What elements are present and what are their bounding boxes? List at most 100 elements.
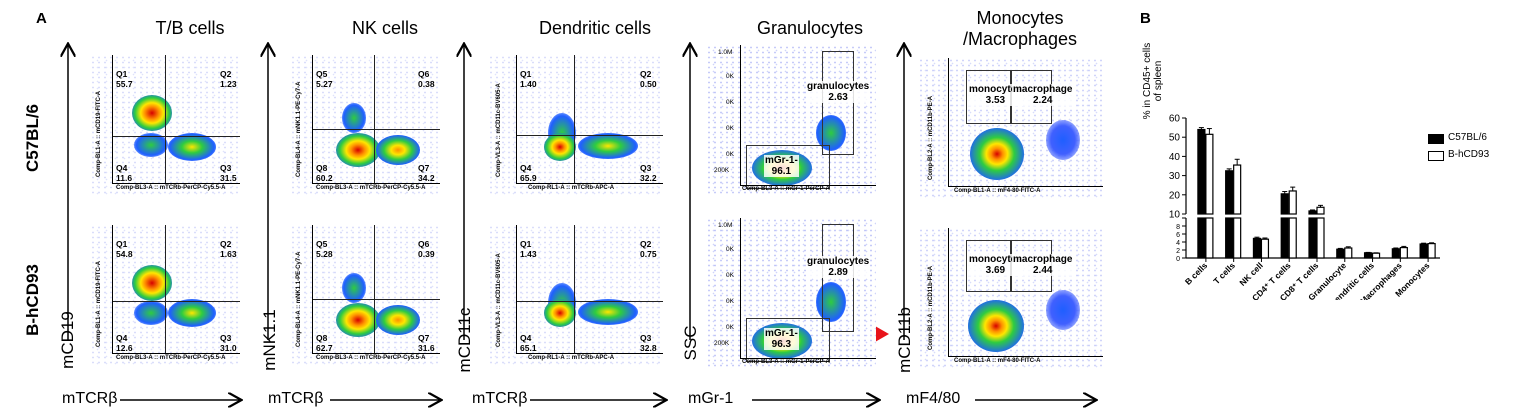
- flow-plot-nk-hcd93: Q5 5.28 Q6 0.39 Q8 62.7 Q7 31.6 Comp-BL3-A :…: [290, 225, 440, 365]
- gate-granulocytes: [822, 51, 854, 155]
- plot-y-axis-title: Comp-BL4-A :: mNK1.1-PE-Cy7-A: [296, 251, 302, 347]
- plot-x-axis-title: Comp-BL3-A :: mTCRb-PerCP-Cy5.5-A: [316, 185, 426, 191]
- x-axis-label-4: mGr-1: [688, 390, 734, 407]
- plot-x-axis-title: Comp-BL1-A :: mF4-80-FITC-A: [954, 188, 1041, 194]
- plot-y-axis-title: Comp-BL1-A :: mCD19-FITC-A: [96, 90, 102, 177]
- bar: [1280, 217, 1289, 259]
- plot-y-axis-title: Comp-BL1-A :: mCD19-FITC-A: [96, 260, 102, 347]
- quadrant-q6: Q6 0.38: [418, 69, 435, 89]
- quadrant-q4: Q4 65.9: [520, 163, 537, 183]
- plot-y-axis-title: Comp-BL2-A :: mCD11b-PE-A: [928, 95, 934, 180]
- flow-plot-mono-c57: monocytes 3.53 macrophage 2.24 Comp-BL1-A …: [918, 58, 1103, 198]
- tick: 0K: [726, 73, 734, 80]
- flow-plot-tb-c57: Q1 55.7 Q2 1.23 Q4 11.6 Q3 31.5 Comp-BL3-A :…: [90, 55, 240, 195]
- y-axis-label-3: mCD11c: [455, 307, 474, 373]
- bar: [1363, 252, 1373, 259]
- bar: [1233, 217, 1242, 259]
- x-tick-label: B cells: [1183, 260, 1210, 287]
- legend-label-c57: C57BL/6: [1448, 132, 1487, 143]
- gate-mgr1-neg: [746, 318, 830, 362]
- plot-y-axis-title: Comp-BL4-A :: mNK1.1-PE-Cy7-A: [296, 81, 302, 177]
- tick: 200K: [714, 340, 730, 347]
- column-title-dc: Dendritic cells: [538, 18, 652, 38]
- bar: [1225, 217, 1234, 259]
- flow-plot-dc-c57: Q1 1.40 Q2 0.50 Q4 65.9 Q3 32.2 Comp-RL1-A :…: [488, 55, 663, 195]
- y-tick-label: 20: [1169, 190, 1181, 201]
- tick: 0K: [726, 324, 734, 331]
- y-tick-label: 30: [1169, 171, 1181, 182]
- legend-swatch-hcd93: [1428, 151, 1444, 161]
- tick: 1.0M: [718, 222, 733, 229]
- tick: 0K: [726, 246, 734, 253]
- bar-chart-y-label: % in CD45+ cells of spleen: [1142, 42, 1164, 120]
- bar: [1419, 243, 1428, 259]
- quadrant-q3: Q3 32.2: [640, 163, 657, 183]
- quadrant-q6: Q6 0.39: [418, 239, 435, 259]
- quadrant-q2: Q2 0.50: [640, 69, 657, 89]
- axis-arrows: [0, 0, 1130, 420]
- flow-plot-tb-hcd93: Q1 54.8 Q2 1.63 Q4 12.6 Q3 31.0 Comp-BL3-A :…: [90, 225, 240, 365]
- y-tick-label: 0: [1176, 256, 1180, 263]
- bar: [1197, 128, 1206, 215]
- y-tick-label: 8: [1176, 224, 1180, 231]
- gate-label-macrophage: macrophage 2.44: [1012, 254, 1074, 276]
- tick: 200K: [714, 167, 730, 174]
- quadrant-q5: Q5 5.27: [316, 69, 333, 89]
- bar: [1371, 252, 1381, 259]
- bar: [1308, 210, 1317, 215]
- y-axis-label-5: mCD11b: [895, 307, 914, 373]
- flow-plot-nk-c57: Q5 5.27 Q6 0.38 Q8 60.2 Q7 34.2 Comp-BL3-A :…: [290, 55, 440, 195]
- plot-x-axis-title: Comp-RL1-A :: mTCRb-APC-A: [528, 355, 615, 361]
- x-axis-label-3: mTCRβ: [472, 390, 528, 407]
- bar: [1391, 248, 1400, 259]
- tick: 0K: [726, 125, 734, 132]
- quadrant-q1: Q1 1.43: [520, 239, 537, 259]
- gate-label-monocytes: monocytes 3.69: [968, 254, 1023, 276]
- y-axis-label-4: SSC: [681, 325, 700, 361]
- gate-label-granulocytes: granulocytes 2.89: [806, 256, 871, 278]
- quadrant-q8: Q8 62.7: [316, 333, 333, 353]
- plot-x-axis-title: Comp-BL3-A :: mTCRb-PerCP-Cy5.5-A: [116, 355, 226, 361]
- quadrant-q1: Q1 1.40: [520, 69, 537, 89]
- tick: 0K: [726, 272, 734, 279]
- quadrant-q2: Q2 0.75: [640, 239, 657, 259]
- y-tick-label: 4: [1176, 240, 1180, 247]
- quadrant-q8: Q8 60.2: [316, 163, 333, 183]
- bar: [1399, 247, 1408, 259]
- flow-plot-gran-c57: granulocytes 2.63 mGr-1- 96.1 1.0M 0K 0K 0…: [706, 45, 876, 195]
- quadrant-q3: Q3 31.5: [220, 163, 237, 183]
- tick: 0K: [726, 151, 734, 158]
- panel-letter-b: B: [1140, 10, 1151, 27]
- flow-plot-dc-hcd93: Q1 1.43 Q2 0.75 Q4 65.1 Q3 32.8 Comp-RL1-A :…: [488, 225, 663, 365]
- tick: 1.0M: [718, 49, 733, 56]
- gate-label-mgr1: mGr-1- 96.1: [764, 155, 799, 177]
- plot-x-axis-title: Comp-BL3-A :: mTCRb-PerCP-Cy5.5-A: [116, 185, 226, 191]
- plot-x-axis-title: Comp-BL3-A :: mTCRb-PerCP-Cy5.5-A: [316, 355, 426, 361]
- bar: [1197, 217, 1206, 259]
- y-axis-label-2: mNK1.1: [260, 309, 279, 371]
- bar: [1344, 247, 1353, 259]
- quadrant-q3: Q3 32.8: [640, 333, 657, 353]
- plot-x-axis-title: Comp-RL1-A :: mTCRb-APC-A: [528, 185, 615, 191]
- y-tick-label: 6: [1176, 232, 1180, 239]
- column-title-nk: NK cells: [351, 18, 418, 38]
- plot-y-axis-title: Comp-BL2-A :: mCD11b-PE-A: [928, 265, 934, 350]
- legend-label-hcd93: B-hCD93: [1448, 149, 1490, 160]
- x-axis-label-1: mTCRβ: [62, 390, 118, 407]
- plot-x-axis-title: Comp-BL1-A :: mF4-80-FITC-A: [954, 358, 1041, 364]
- plot-y-axis-title: Comp-VL3-A :: mCD11c-BV605-A: [496, 253, 502, 347]
- y-tick-label: 50: [1169, 133, 1181, 144]
- bar: [1336, 248, 1345, 259]
- bar: [1233, 164, 1242, 215]
- y-axis-label-1: mCD19: [58, 311, 77, 369]
- gate-label-granulocytes: granulocytes 2.63: [806, 81, 871, 103]
- quadrant-q1: Q1 54.8: [116, 239, 133, 259]
- tick: 0K: [726, 298, 734, 305]
- legend-swatch-c57: [1428, 134, 1444, 144]
- bar: [1205, 133, 1214, 215]
- bar: [1225, 170, 1234, 215]
- column-title-mono: Monocytes /Macrophages: [962, 8, 1078, 49]
- bar: [1260, 238, 1270, 259]
- tick: 0K: [726, 99, 734, 106]
